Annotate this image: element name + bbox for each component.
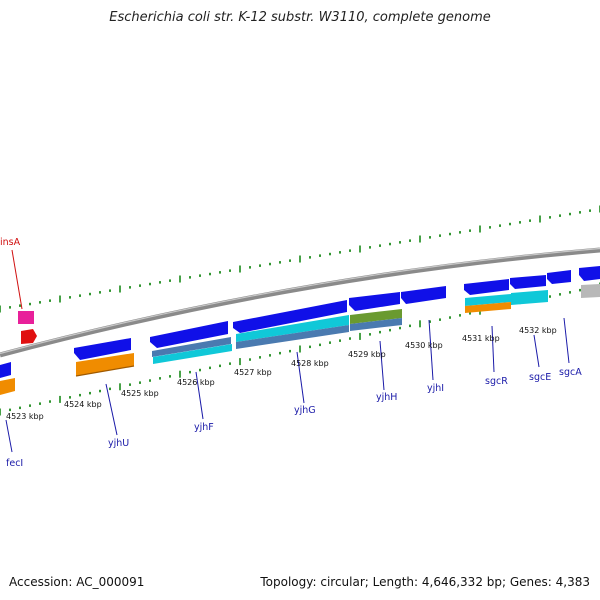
kbp-labels: 4523 kbp 4524 kbp 4525 kbp 4526 kbp 4527… — [6, 326, 557, 421]
gene-label-yjhI[interactable]: yjhI — [427, 383, 444, 394]
kbp-label: 4530 kbp — [405, 341, 443, 350]
insA-feature[interactable] — [21, 329, 37, 344]
kbp-label: 4527 kbp — [234, 368, 272, 377]
kbp-label: 4529 kbp — [348, 350, 386, 359]
label-leaders — [5, 317, 570, 453]
gene-feature[interactable] — [233, 300, 347, 333]
gene-feature[interactable] — [579, 266, 600, 281]
gene-feature[interactable] — [547, 270, 571, 284]
outer-tick-scale — [0, 205, 600, 313]
gene-label-yjhH[interactable]: yjhH — [376, 392, 397, 403]
gene-feature[interactable] — [236, 325, 349, 349]
insA-feature[interactable] — [18, 311, 34, 324]
gene-feature[interactable] — [464, 279, 509, 295]
gene-feature[interactable] — [349, 292, 400, 311]
gene-feature[interactable] — [152, 337, 231, 357]
gene-feature[interactable] — [511, 290, 548, 305]
gene-feature[interactable] — [350, 318, 402, 331]
gene-feature[interactable] — [581, 284, 600, 298]
gene-feature[interactable] — [350, 309, 402, 324]
gene-feature[interactable] — [0, 362, 11, 378]
gene-feature[interactable] — [76, 353, 134, 376]
kbp-label: 4531 kbp — [462, 334, 500, 343]
kbp-label: 4528 kbp — [291, 359, 329, 368]
genome-title: Escherichia coli str. K-12 substr. W3110… — [109, 10, 491, 25]
kbp-label: 4524 kbp — [64, 400, 102, 409]
genome-backbone — [0, 247, 600, 358]
gene-labels: fecI yjhU yjhF yjhG yjhH yjhI sgcR sgcE … — [0, 237, 582, 469]
gene-feature[interactable] — [465, 302, 511, 313]
topology-text: Topology: circular; Length: 4,646,332 bp… — [260, 575, 590, 589]
gene-label-fecI[interactable]: fecI — [6, 458, 23, 469]
accession-text: Accession: AC_000091 — [9, 575, 145, 589]
gene-label-sgcE[interactable]: sgcE — [529, 372, 551, 383]
gene-feature[interactable] — [401, 286, 446, 304]
gene-feature[interactable] — [150, 321, 228, 348]
kbp-label: 4525 kbp — [121, 389, 159, 398]
gene-label-sgcA[interactable]: sgcA — [559, 367, 582, 378]
gene-feature[interactable] — [510, 275, 546, 289]
gene-label-insA[interactable]: insA — [0, 237, 21, 248]
kbp-label: 4532 kbp — [519, 326, 557, 335]
gene-feature[interactable] — [236, 315, 349, 342]
gene-feature[interactable] — [0, 378, 15, 395]
gene-label-sgcR[interactable]: sgcR — [485, 376, 508, 387]
gene-label-yjhG[interactable]: yjhG — [294, 405, 316, 416]
gene-features-lower — [0, 266, 600, 395]
gene-feature[interactable] — [74, 338, 131, 360]
kbp-label: 4523 kbp — [6, 412, 44, 421]
gene-label-yjhU[interactable]: yjhU — [108, 438, 129, 449]
kbp-label: 4526 kbp — [177, 378, 215, 387]
gene-feature[interactable] — [153, 344, 232, 364]
insA-features — [11, 249, 37, 344]
gene-label-yjhF[interactable]: yjhF — [194, 422, 214, 433]
